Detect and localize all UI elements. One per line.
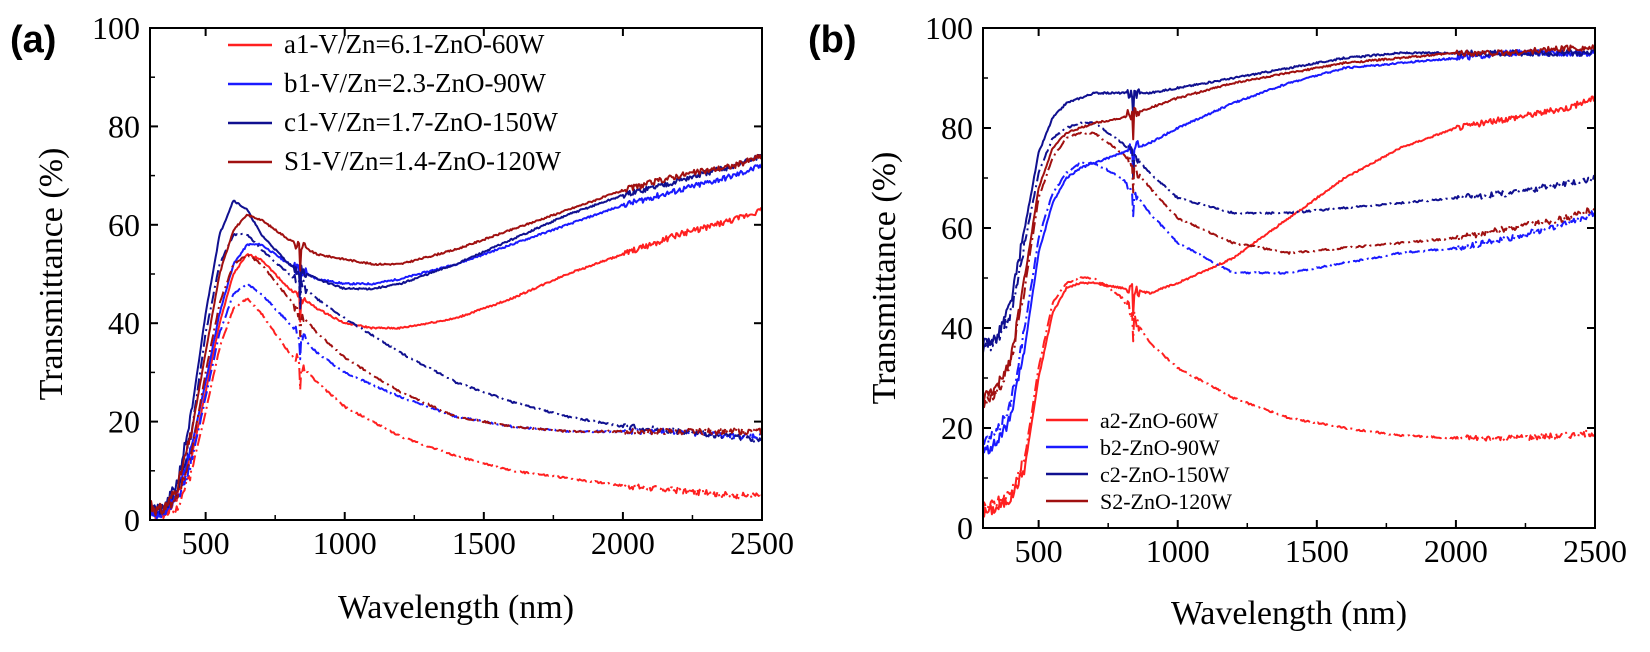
x-tick-label: 2500 xyxy=(730,525,794,561)
x-tick-label: 500 xyxy=(182,525,230,561)
series-line-solid xyxy=(150,153,762,515)
legend-label: a2-ZnO-60W xyxy=(1100,408,1219,433)
legend-label: b1-V/Zn=2.3-ZnO-90W xyxy=(284,68,546,98)
series-group xyxy=(150,153,762,520)
legend: a2-ZnO-60Wb2-ZnO-90Wc2-ZnO-150WS2-ZnO-12… xyxy=(1046,408,1232,514)
series-line-dashdot xyxy=(150,232,762,516)
legend-label: c2-ZnO-150W xyxy=(1100,462,1230,487)
legend-label: b2-ZnO-90W xyxy=(1100,435,1220,460)
x-tick-label: 2000 xyxy=(591,525,655,561)
series-line-dashdot xyxy=(150,282,762,519)
y-tick-label: 100 xyxy=(92,10,140,46)
x-tick-label: 1000 xyxy=(1146,533,1210,569)
panel-a: (a) 500 1000 1500 2000 2500 0 20 40 60 80 100 Wavele… xyxy=(10,10,794,626)
x-axis-title: Wavelength (nm) xyxy=(1171,595,1407,632)
legend-label: c1-V/Zn=1.7-ZnO-150W xyxy=(284,107,558,137)
x-tick-label: 1500 xyxy=(452,525,516,561)
series-line-dashdot xyxy=(983,161,1595,446)
y-tick-label: 60 xyxy=(108,207,140,243)
panel-label: (b) xyxy=(808,19,857,61)
x-tick-label: 2000 xyxy=(1424,533,1488,569)
series-line-solid xyxy=(983,95,1595,518)
series-line-solid xyxy=(983,49,1595,349)
y-tick-label: 60 xyxy=(941,210,973,246)
legend-label: S2-ZnO-120W xyxy=(1100,489,1232,514)
legend: a1-V/Zn=6.1-ZnO-60W b1-V/Zn=2.3-ZnO-90W c1… xyxy=(228,29,561,176)
series-line-solid xyxy=(150,207,762,520)
series-line-solid xyxy=(150,162,762,520)
series-line-dashdot xyxy=(983,131,1595,409)
y-tick-label: 40 xyxy=(108,305,140,341)
x-tick-label: 500 xyxy=(1015,533,1063,569)
series-group xyxy=(983,44,1595,518)
y-axis-title: Transmittance (%) xyxy=(866,152,903,405)
panel-b: (b) 500 1000 1500 2000 2500 0 20 40 60 80 100 Wavele… xyxy=(808,10,1627,632)
legend-label: a1-V/Zn=6.1-ZnO-60W xyxy=(284,29,545,59)
series-line-solid xyxy=(150,153,762,517)
plot-frame xyxy=(149,27,763,521)
x-tick-label: 1000 xyxy=(313,525,377,561)
y-tick-label: 80 xyxy=(108,108,140,144)
series-line-dashdot xyxy=(150,253,762,517)
series-line-dashdot xyxy=(983,276,1595,511)
y-tick-label: 20 xyxy=(108,404,140,440)
y-tick-label: 0 xyxy=(124,502,140,538)
y-tick-label: 0 xyxy=(957,510,973,546)
y-axis-title: Transmittance (%) xyxy=(33,148,70,401)
x-axis-title: Wavelength (nm) xyxy=(338,589,574,626)
series-line-solid xyxy=(983,44,1595,402)
panel-label: (a) xyxy=(10,19,56,61)
legend-label: S1-V/Zn=1.4-ZnO-120W xyxy=(284,146,561,176)
x-tick-label: 1500 xyxy=(1285,533,1349,569)
y-tick-label: 40 xyxy=(941,310,973,346)
y-tick-label: 100 xyxy=(925,10,973,46)
y-tick-label: 80 xyxy=(941,110,973,146)
x-tick-label: 2500 xyxy=(1563,533,1627,569)
series-line-solid xyxy=(983,49,1595,455)
plot-frame xyxy=(982,27,1596,529)
series-line-dashdot xyxy=(983,121,1595,353)
series-line-dashdot xyxy=(150,297,762,517)
y-tick-label: 20 xyxy=(941,410,973,446)
